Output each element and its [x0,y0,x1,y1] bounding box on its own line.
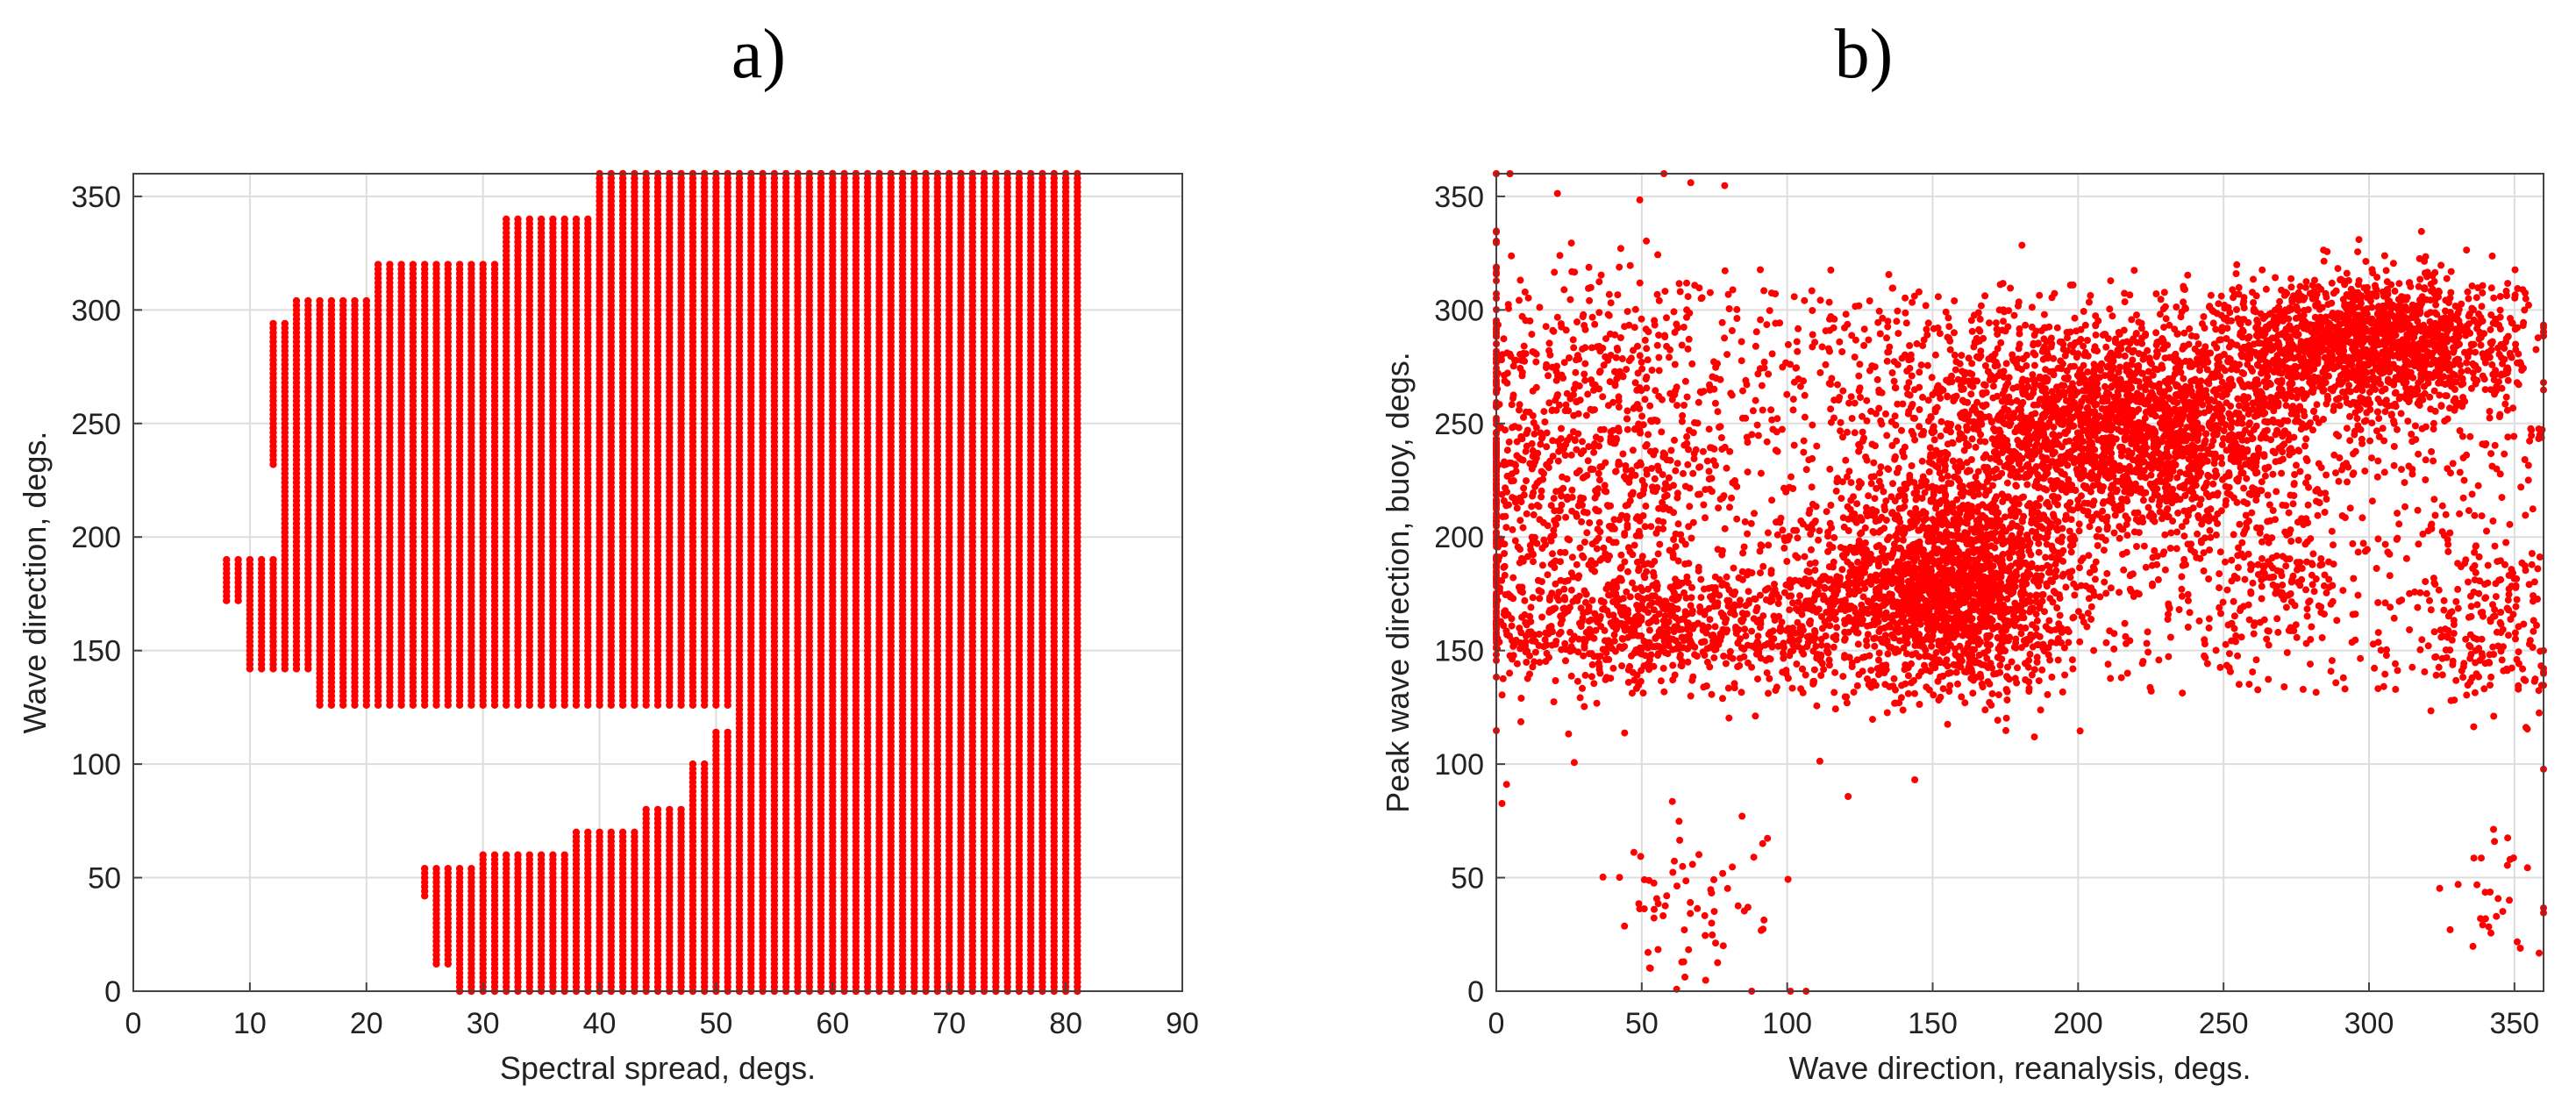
data-point [421,865,429,873]
data-point [467,865,475,873]
data-points-a [223,169,1081,996]
chart-panel-a: a) 0 10 20 30 40 50 60 70 80 90050100150200250300… [17,16,1199,1086]
data-point [642,805,650,814]
data-point [455,865,464,873]
data-point [666,805,674,814]
data-point [724,728,731,737]
data-point [444,865,452,873]
data-point [689,760,697,768]
panel-a-label: a) [731,16,786,93]
data-point [560,851,568,859]
data-point [596,828,603,836]
data-point [677,805,685,814]
data-point [525,851,533,859]
data-point [653,805,662,814]
data-point [607,828,615,836]
data-point [503,851,510,859]
data-point [432,865,440,873]
data-point [631,828,639,836]
data-point [537,851,546,859]
data-point [618,828,627,836]
data-point [712,728,720,737]
data-point [490,851,499,859]
data-point [584,828,592,836]
data-point [549,851,557,859]
data-point [514,851,522,859]
data-point [479,851,487,859]
data-point [572,828,581,836]
data-point [701,760,709,768]
